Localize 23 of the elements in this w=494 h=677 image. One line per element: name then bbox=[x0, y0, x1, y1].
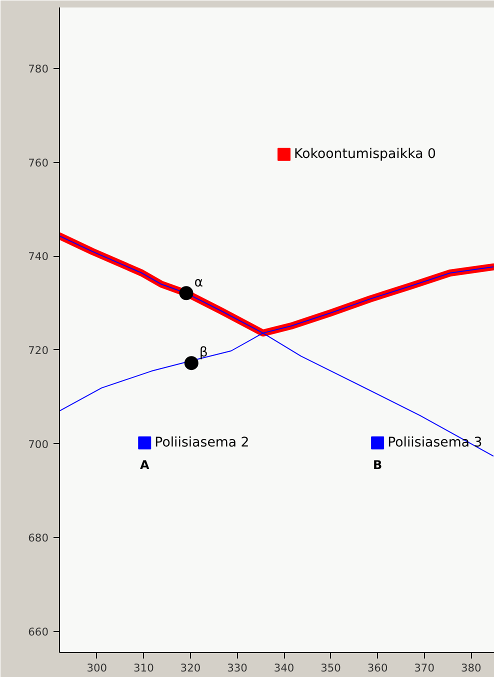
series-label: α bbox=[194, 276, 204, 291]
y-tick-label: 720 bbox=[28, 344, 49, 357]
y-tick-label: 660 bbox=[28, 625, 49, 638]
x-tick-label: 350 bbox=[320, 662, 342, 674]
series-label: β bbox=[199, 346, 208, 361]
x-tick-label: 330 bbox=[227, 662, 248, 674]
x-tick-label: 340 bbox=[274, 662, 294, 674]
y-tick-label: 680 bbox=[28, 532, 49, 545]
annotation: B bbox=[372, 458, 382, 472]
x-tick-label: 380 bbox=[460, 662, 482, 674]
series-label: Kokoontumispaikka 0 bbox=[294, 146, 436, 162]
annotation: A bbox=[140, 458, 150, 472]
x-tick-label: 370 bbox=[414, 662, 435, 674]
x-tick-label: 360 bbox=[367, 662, 388, 674]
y-tick-label: 760 bbox=[28, 156, 49, 170]
x-tick-label: 320 bbox=[180, 662, 201, 674]
y-tick-label: 780 bbox=[28, 62, 49, 76]
y-tick-label: 700 bbox=[28, 438, 49, 451]
series-label: Poliisiasema 2 bbox=[154, 435, 250, 450]
series-label: Poliisiasema 3 bbox=[388, 435, 482, 450]
x-tick-label: 300 bbox=[86, 662, 108, 674]
y-tick-label: 740 bbox=[28, 250, 49, 264]
x-tick-label: 310 bbox=[134, 662, 154, 674]
